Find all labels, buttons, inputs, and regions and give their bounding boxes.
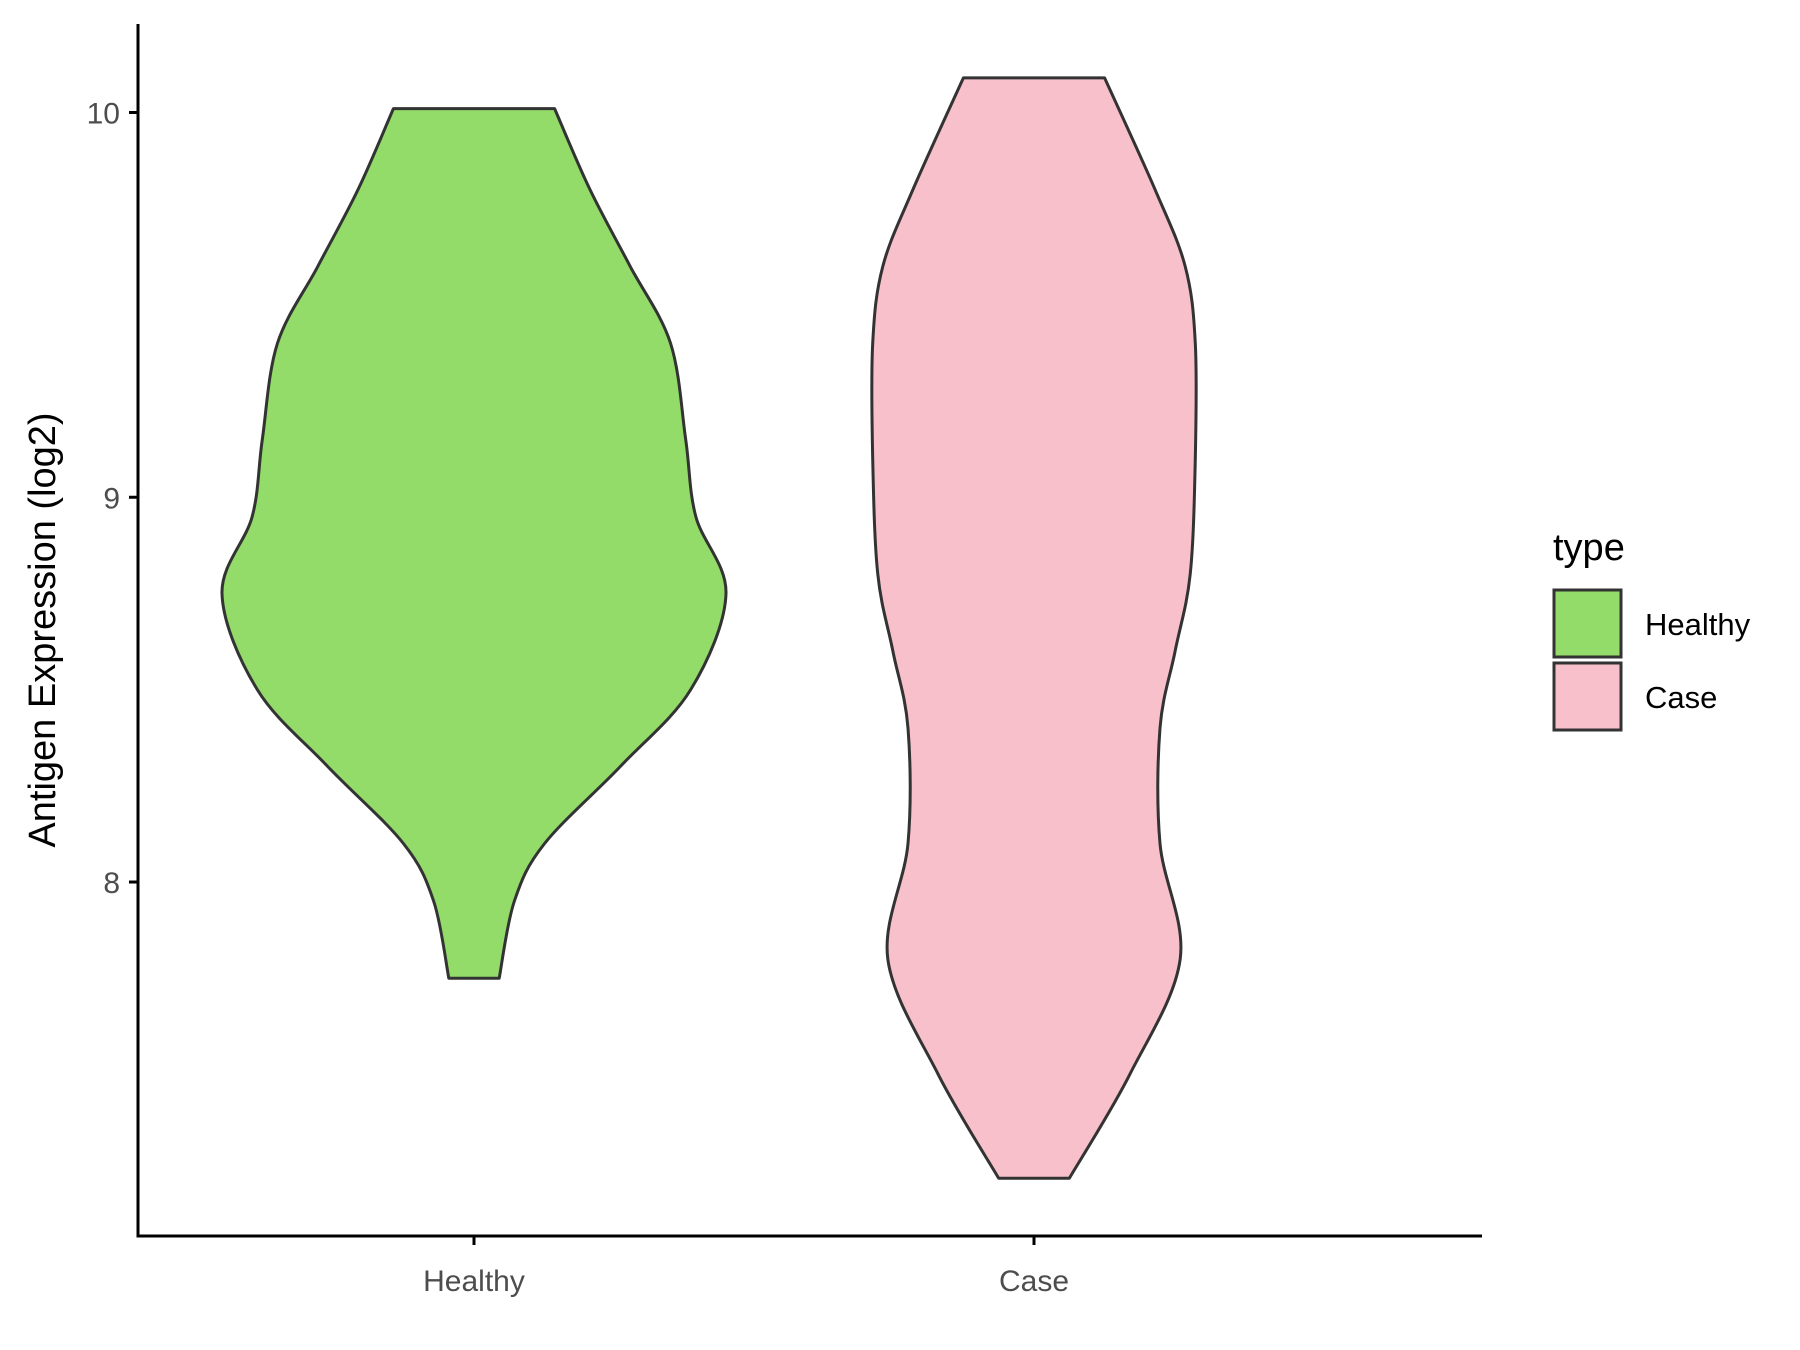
legend-key-case [1552,661,1623,732]
y-tick-label: 10 [87,97,120,130]
violin-healthy [220,107,728,980]
legend-items: Healthy Case [1552,588,1751,732]
legend-title: type [1553,527,1625,569]
legend-label-case: Case [1645,680,1717,715]
legend-label-healthy: Healthy [1645,607,1751,642]
y-tick-label: 8 [103,867,120,900]
legend: type Healthy Case [1552,527,1751,732]
violin-case [870,76,1198,1180]
x-axis-ticks: Healthy Case [423,1236,1069,1298]
y-tick-label: 9 [103,482,120,515]
y-axis-title: Antigen Expression (log2) [22,412,64,847]
y-axis-ticks: 8 9 10 [87,97,138,900]
x-tick-label: Case [999,1265,1069,1298]
legend-key-healthy [1552,588,1623,659]
violins [220,76,1198,1180]
x-tick-label: Healthy [423,1265,525,1298]
